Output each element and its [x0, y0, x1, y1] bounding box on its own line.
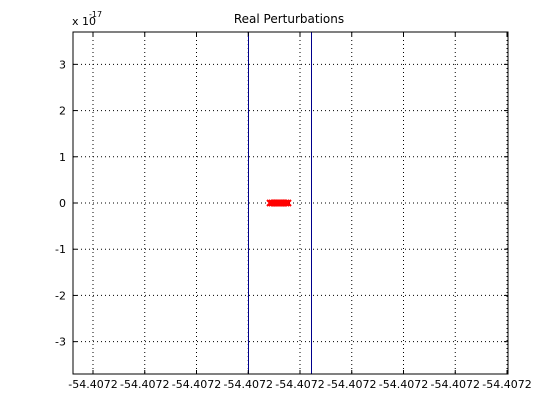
y-tick-label: 1 — [59, 151, 66, 164]
y-tick-label: 0 — [59, 197, 66, 210]
y-tick-label: 2 — [59, 105, 66, 118]
x-tick-label: -54.4072 — [68, 378, 117, 391]
data-point — [282, 199, 290, 207]
chart-title: Real Perturbations — [234, 12, 344, 26]
x-tick-label: -54.4072 — [482, 378, 531, 391]
x-tick-label: -54.4072 — [431, 378, 480, 391]
data-point — [284, 199, 292, 207]
y-tick-label: -2 — [55, 289, 66, 302]
x-tick-label: -54.4072 — [275, 378, 324, 391]
y-tick-label: 3 — [59, 58, 66, 71]
data-points — [266, 199, 292, 207]
x-tick-labels: -54.4072 -54.4072 -54.4072 -54.4072 -54.4072… — [68, 378, 531, 391]
y-tick-labels: -3 -2 -1 0 1 2 3 — [55, 58, 66, 348]
y-exponent-power: -17 — [89, 10, 102, 19]
plot-area — [73, 32, 508, 374]
axis-ticks — [73, 32, 508, 374]
x-tick-label: -54.4072 — [327, 378, 376, 391]
y-tick-label: -3 — [55, 336, 66, 349]
x-tick-label: -54.4072 — [224, 378, 273, 391]
vertical-reference-lines — [248, 32, 312, 374]
y-exponent-base: x 10 — [72, 15, 96, 28]
x-tick-label: -54.4072 — [172, 378, 221, 391]
x-tick-label: -54.4072 — [120, 378, 169, 391]
x-tick-label: -54.4072 — [379, 378, 428, 391]
y-tick-label: -1 — [55, 243, 66, 256]
